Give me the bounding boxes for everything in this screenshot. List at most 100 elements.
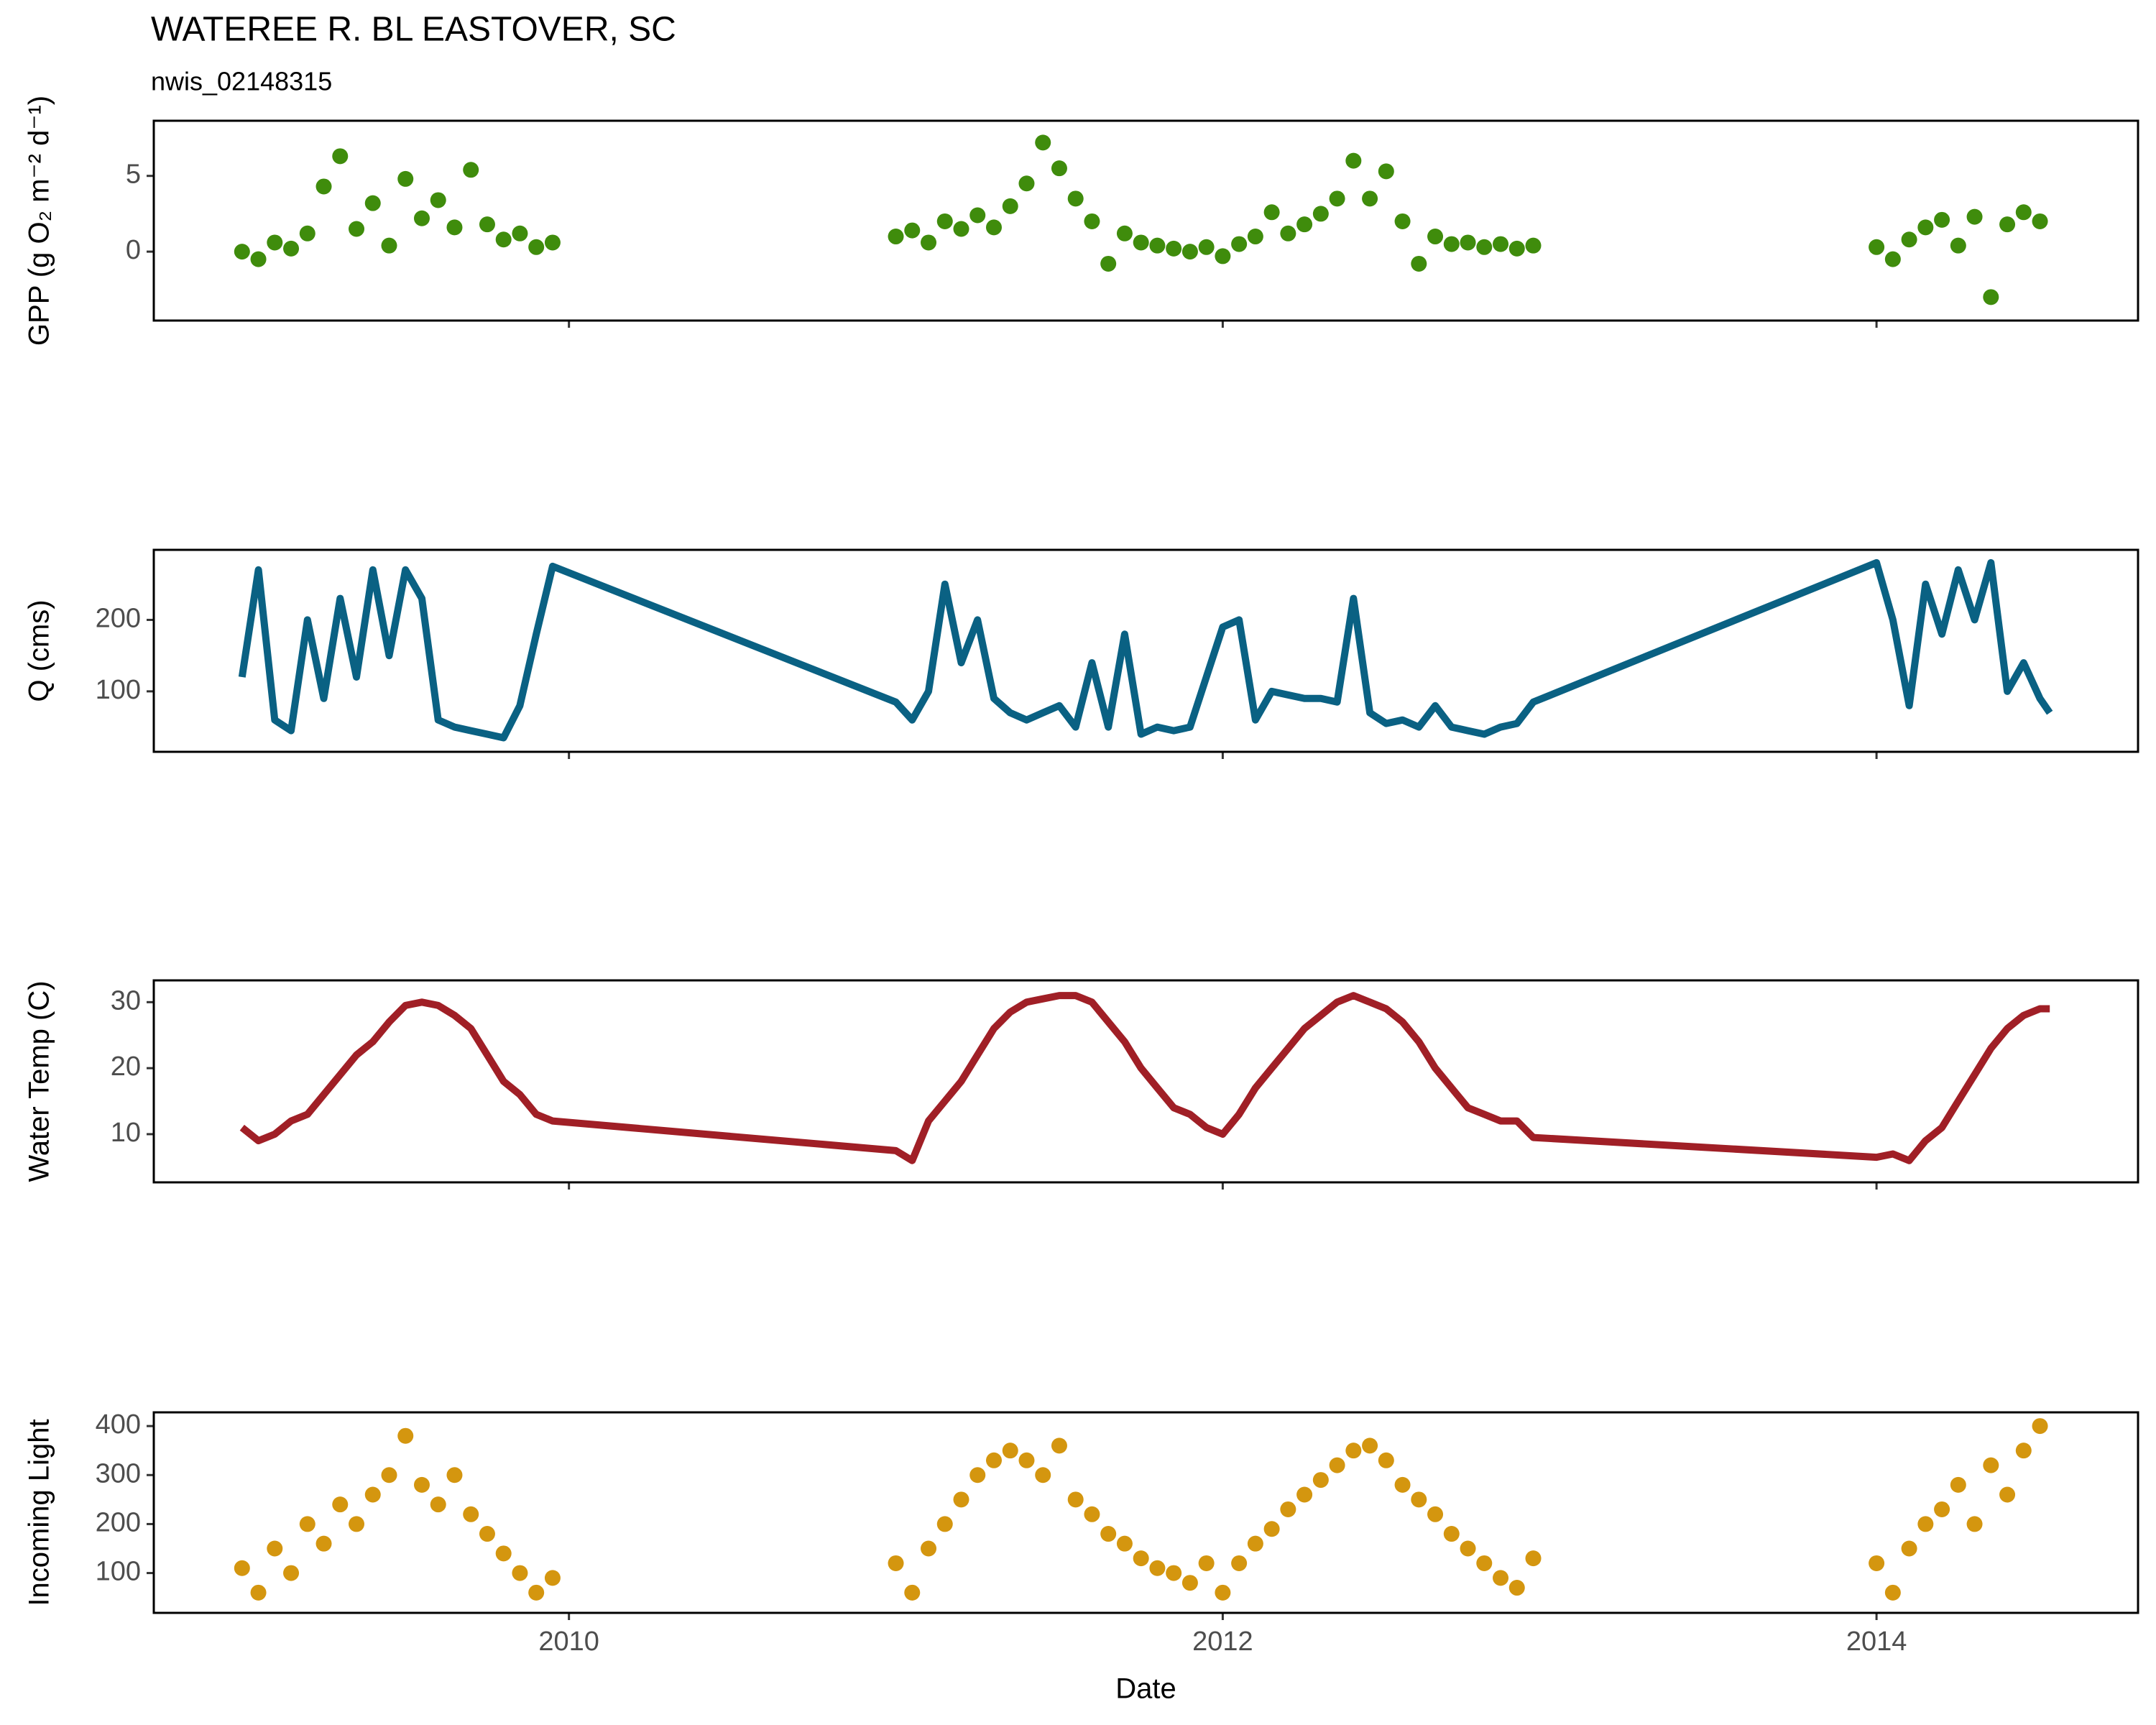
- y-tick-label: 20: [111, 1052, 141, 1082]
- data-point: [250, 1584, 267, 1601]
- data-point: [1427, 229, 1444, 245]
- data-point: [904, 1584, 921, 1601]
- data-point: [1116, 1535, 1133, 1552]
- data-point: [463, 162, 479, 178]
- panel-border: [152, 119, 2139, 322]
- data-point: [969, 1467, 986, 1484]
- data-point: [332, 148, 349, 165]
- data-point: [1934, 1501, 1950, 1517]
- data-point: [1950, 1476, 1966, 1493]
- data-point: [1067, 1491, 1084, 1508]
- data-point: [1999, 216, 2016, 233]
- chart-title: WATEREE R. BL EASTOVER, SC: [151, 11, 676, 49]
- data-line: [239, 992, 2050, 1164]
- data-point: [2015, 204, 2032, 221]
- data-point: [364, 195, 381, 211]
- data-point: [381, 237, 397, 254]
- data-point: [315, 1535, 332, 1552]
- data-point: [544, 234, 561, 251]
- data-point: [463, 1506, 479, 1522]
- x-tick-label: 2010: [538, 1627, 599, 1657]
- data-point: [479, 216, 495, 233]
- data-point: [1460, 1540, 1476, 1557]
- data-point: [1394, 213, 1411, 229]
- data-point: [512, 1565, 528, 1581]
- chart-subtitle: nwis_02148315: [151, 67, 332, 96]
- data-point: [512, 225, 528, 242]
- data-point: [921, 234, 937, 251]
- data-point: [1198, 1555, 1215, 1571]
- data-point: [1411, 1491, 1427, 1508]
- data-point: [1149, 237, 1166, 254]
- data-point: [299, 1516, 315, 1532]
- data-point: [495, 231, 512, 248]
- data-point: [332, 1496, 349, 1513]
- data-point: [1231, 1555, 1248, 1571]
- data-point: [1950, 237, 1966, 254]
- data-point: [1166, 1565, 1182, 1581]
- y-tick-label: 10: [111, 1118, 141, 1148]
- data-point: [1345, 152, 1362, 169]
- data-point: [364, 1486, 381, 1503]
- data-point: [1166, 240, 1182, 257]
- data-point: [1296, 1486, 1313, 1503]
- data-point: [985, 219, 1002, 236]
- data-point: [1966, 208, 1983, 225]
- y-tick-label: 200: [96, 1507, 141, 1537]
- data-point: [397, 170, 414, 187]
- data-point: [1917, 219, 1934, 236]
- data-point: [1312, 1472, 1329, 1489]
- data-point: [1329, 190, 1345, 207]
- data-point: [1198, 239, 1215, 255]
- data-point: [1884, 1584, 1901, 1601]
- data-point: [1247, 1535, 1263, 1552]
- data-point: [1100, 1526, 1117, 1542]
- data-point: [1869, 239, 1885, 255]
- data-point: [1231, 236, 1248, 252]
- data-point: [1999, 1486, 2016, 1503]
- data-point: [1280, 225, 1296, 242]
- data-point: [1100, 255, 1117, 272]
- data-point: [1378, 1452, 1394, 1468]
- data-point: [234, 244, 250, 260]
- data-point: [1983, 289, 1999, 305]
- data-point: [413, 1476, 430, 1493]
- y-axis-label: Incoming Light: [24, 1419, 55, 1606]
- data-point: [544, 1570, 561, 1586]
- data-point: [349, 221, 365, 237]
- data-point: [1067, 190, 1084, 207]
- data-point: [1394, 1476, 1411, 1493]
- data-point: [1051, 1438, 1067, 1454]
- data-point: [2032, 213, 2048, 229]
- x-axis-label: Date: [1115, 1673, 1176, 1705]
- data-point: [1116, 225, 1133, 242]
- data-point: [1901, 231, 1917, 248]
- data-point: [953, 221, 969, 237]
- data-point: [953, 1491, 969, 1508]
- data-point: [1181, 244, 1198, 260]
- data-point: [528, 1584, 545, 1601]
- data-point: [381, 1467, 397, 1484]
- data-point: [1002, 1443, 1018, 1459]
- data-point: [1378, 163, 1394, 180]
- data-point: [1181, 1575, 1198, 1591]
- data-point: [1035, 134, 1051, 151]
- y-tick-label: 400: [96, 1409, 141, 1440]
- panel-border: [152, 979, 2139, 1184]
- data-point: [1247, 229, 1263, 245]
- data-point: [1215, 248, 1231, 264]
- data-point: [430, 1496, 446, 1513]
- data-point: [1884, 251, 1901, 267]
- data-point: [1149, 1560, 1166, 1576]
- data-point: [1263, 1521, 1280, 1537]
- y-tick-label: 200: [96, 603, 141, 633]
- data-point: [969, 207, 986, 224]
- data-point: [283, 240, 300, 257]
- data-point: [1296, 216, 1313, 233]
- data-line: [238, 558, 2053, 742]
- data-point: [349, 1516, 365, 1532]
- y-tick-label: 100: [96, 1557, 141, 1587]
- x-tick-label: 2014: [1846, 1627, 1907, 1657]
- data-point: [1133, 1550, 1149, 1567]
